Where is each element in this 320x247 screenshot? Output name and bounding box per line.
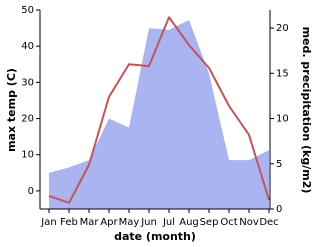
- y2-tick-label: 20: [276, 23, 289, 34]
- x-tick-label: Oct: [220, 217, 237, 228]
- y2-axis-label: med. precipitation (kg/m2): [300, 27, 313, 194]
- y-tick-label: 10: [21, 150, 34, 161]
- x-tick-label: Jun: [140, 217, 157, 228]
- y2-tick-label: 5: [276, 159, 282, 170]
- y-axis-label: max temp (C): [5, 68, 18, 152]
- y-tick-label: 0: [28, 186, 34, 197]
- x-tick-label: May: [119, 217, 140, 228]
- y-tick-label: 40: [21, 41, 34, 52]
- y-tick-label: 30: [21, 77, 34, 88]
- x-tick-label: Aug: [179, 217, 199, 228]
- x-tick-label: Jan: [40, 217, 56, 228]
- y2-tick-label: 15: [276, 68, 289, 79]
- temperature-line: [48, 16, 270, 204]
- y-tick-label: 20: [21, 114, 34, 125]
- x-tick-label: Dec: [259, 217, 278, 228]
- x-tick-label: Sep: [200, 217, 219, 228]
- precipitation-area: [49, 19, 269, 210]
- x-tick-label: Feb: [60, 217, 78, 228]
- y2-tick-label: 10: [276, 114, 289, 125]
- x-tick-label: Apr: [100, 217, 118, 228]
- y-tick-label: 50: [21, 5, 34, 16]
- y2-tick-label: 0: [276, 204, 282, 215]
- x-axis-label: date (month): [114, 230, 196, 243]
- x-tick-label: Jul: [162, 217, 175, 228]
- x-tick-label: Mar: [80, 217, 100, 228]
- x-tick-label: Nov: [239, 217, 259, 228]
